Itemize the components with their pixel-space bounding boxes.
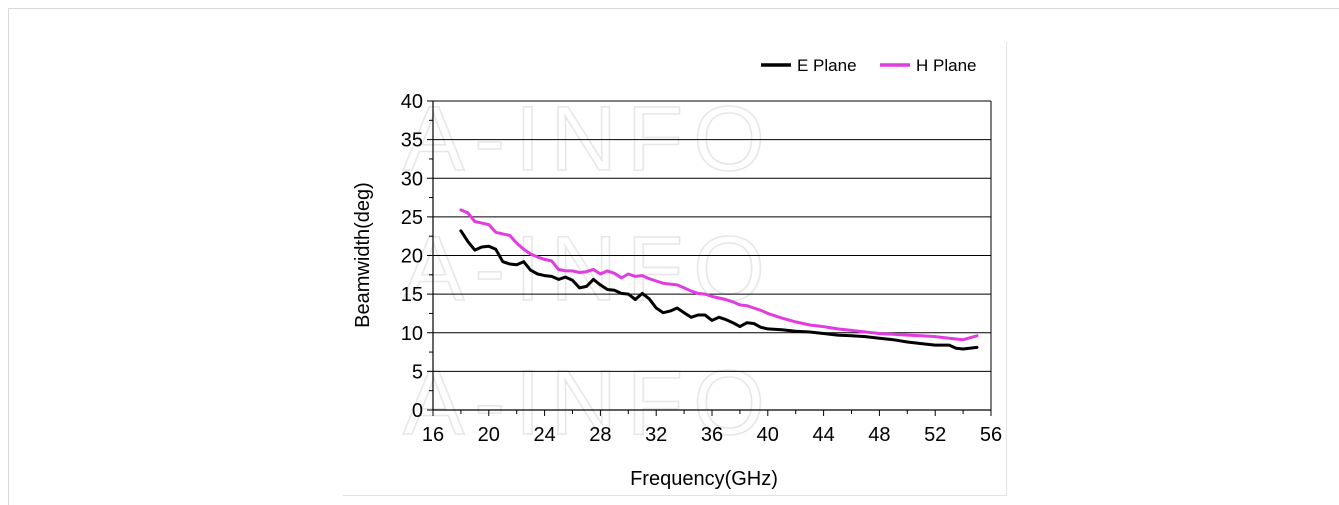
watermark-text-1: A-INFO — [403, 88, 775, 190]
y-tick-label: 25 — [401, 207, 423, 229]
grid — [433, 100, 991, 372]
x-tick-label: 56 — [980, 424, 1002, 446]
axes: 0 5 10 15 20 25 30 35 40 16 20 24 28 32 36 40 44 48 52 56 — [401, 91, 1002, 446]
legend-label-e-plane: E Plane — [797, 56, 857, 75]
legend: E Plane H Plane — [761, 56, 976, 75]
y-tick-label: 20 — [401, 246, 423, 268]
y-tick-label: 35 — [401, 130, 423, 152]
y-tick-label: 15 — [401, 284, 423, 306]
series-line-e-plane — [459, 229, 979, 351]
y-tick-label: 0 — [412, 400, 423, 422]
x-tick-label: 52 — [924, 424, 946, 446]
x-tick-label: 16 — [422, 424, 444, 446]
legend-label-h-plane: H Plane — [916, 56, 976, 75]
x-tick-label: 28 — [589, 424, 611, 446]
watermark-text-3: A-INFO — [403, 352, 775, 454]
x-tick-label: 48 — [868, 424, 890, 446]
y-tick-label: 40 — [401, 91, 423, 113]
x-axis-title: Frequency(GHz) — [630, 468, 778, 490]
x-tick-label: 32 — [645, 424, 667, 446]
watermark-text-2: A-INFO — [403, 218, 775, 320]
y-axis-title: Beamwidth(deg) — [352, 182, 374, 328]
chart-container: A-INFO A-INFO A-INFO 0 5 10 15 20 25 30 35 40 16 2… — [343, 42, 1007, 496]
y-tick-label: 10 — [401, 323, 423, 345]
x-tick-label: 44 — [812, 424, 834, 446]
y-tick-label: 5 — [412, 361, 423, 383]
beamwidth-chart: A-INFO A-INFO A-INFO 0 5 10 15 20 25 30 35 40 16 2… — [352, 56, 1002, 490]
x-tick-label: 40 — [757, 424, 779, 446]
series — [459, 208, 979, 351]
x-tick-label: 36 — [701, 424, 723, 446]
page-frame — [8, 8, 1339, 505]
x-tick-label: 20 — [478, 424, 500, 446]
x-tick-label: 24 — [533, 424, 555, 446]
series-line-h-plane — [459, 208, 979, 342]
watermark: A-INFO A-INFO A-INFO — [402, 87, 775, 455]
y-tick-label: 30 — [401, 168, 423, 190]
